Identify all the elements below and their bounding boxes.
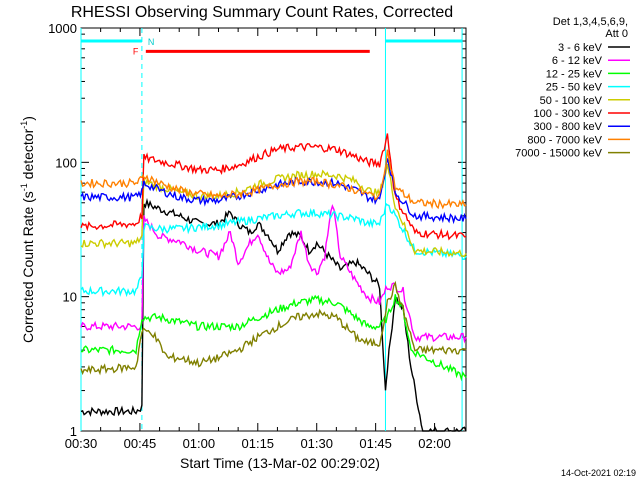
legend-header: Att 0 bbox=[605, 28, 628, 40]
x-axis-label: Start Time (13-Mar-02 00:29:02) bbox=[180, 455, 380, 471]
y-tick-label: 1 bbox=[70, 424, 77, 439]
y-axis-label-text: Corrected Count Rate (s-1 detector-1) bbox=[19, 116, 36, 343]
series-line-7 bbox=[80, 149, 467, 210]
x-tick-label: 02:00 bbox=[418, 436, 451, 451]
legend-label: 12 - 25 keV bbox=[546, 68, 603, 80]
legend-label: 7000 - 15000 keV bbox=[515, 148, 603, 160]
y-tick-label: 100 bbox=[55, 155, 77, 170]
series-line-3 bbox=[80, 202, 467, 298]
y-label-part: -1 bbox=[19, 183, 29, 191]
x-tick-label: 01:30 bbox=[300, 436, 333, 451]
legend-label: 6 - 12 keV bbox=[552, 55, 603, 67]
legend-label: 25 - 50 keV bbox=[546, 82, 603, 94]
y-tick-label: 1000 bbox=[48, 21, 77, 36]
x-tick-label: 01:15 bbox=[242, 436, 275, 451]
y-label-part: ) bbox=[20, 116, 36, 121]
y-axis-label: Corrected Count Rate (s-1 detector-1) bbox=[19, 116, 36, 343]
chart-title: RHESSI Observing Summary Count Rates, Co… bbox=[71, 4, 453, 21]
legend-label: 800 - 7000 keV bbox=[527, 134, 602, 146]
series-line-8 bbox=[80, 280, 467, 376]
y-tick-label: 10 bbox=[63, 290, 77, 305]
y-label-part: detector bbox=[20, 128, 36, 183]
legend-label: 50 - 100 keV bbox=[540, 95, 603, 107]
annotation-f: F bbox=[133, 46, 139, 56]
legend-header: Det 1,3,4,5,6,9, bbox=[553, 16, 628, 28]
series-line-1 bbox=[80, 204, 467, 344]
series-line-5 bbox=[80, 133, 467, 241]
x-tick-label: 01:45 bbox=[359, 436, 392, 451]
plot-area: 1 10 100 1000 00:30 00:45 01:00 01:15 01:30 01:45… bbox=[48, 21, 467, 451]
x-tick-label: 00:30 bbox=[65, 436, 98, 451]
x-tick-label: 00:45 bbox=[124, 436, 157, 451]
x-tick-label: 01:00 bbox=[183, 436, 216, 451]
series-line-2 bbox=[81, 294, 467, 382]
footer-date: 14-Oct-2021 02:19 bbox=[561, 468, 636, 478]
legend-label: 100 - 300 keV bbox=[534, 108, 603, 120]
y-label-part: Corrected Count Rate (s bbox=[20, 191, 36, 343]
legend-label: 3 - 6 keV bbox=[558, 42, 603, 54]
y-label-part: -1 bbox=[19, 121, 29, 129]
plot-frame bbox=[80, 27, 467, 432]
series-line-0 bbox=[80, 197, 467, 432]
legend-label: 300 - 800 keV bbox=[534, 121, 603, 133]
annotation-n: N bbox=[148, 37, 155, 47]
